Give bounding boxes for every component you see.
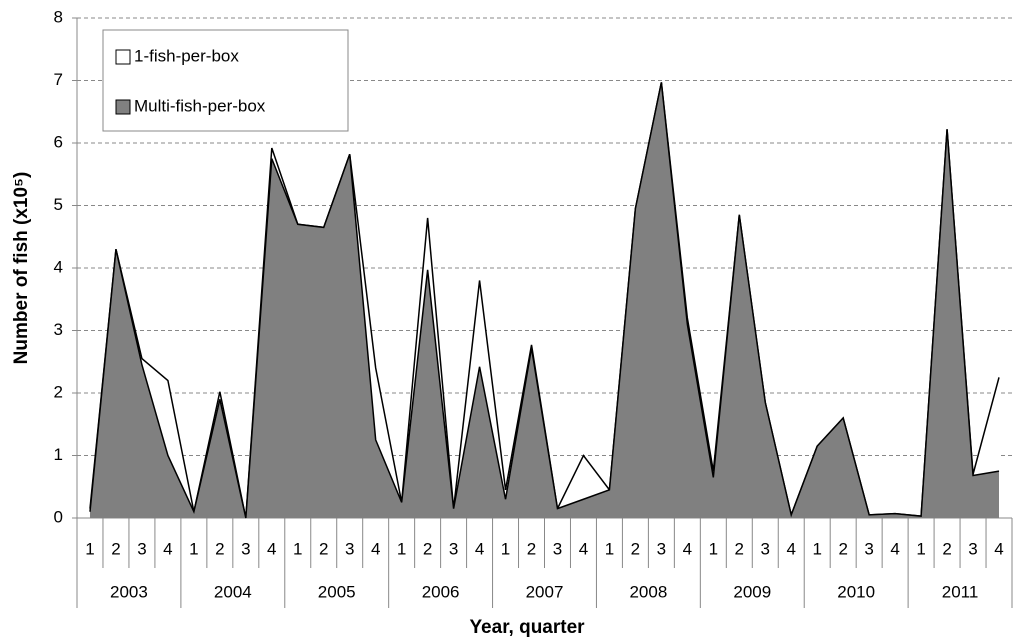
x-tick-label: 3: [241, 539, 250, 558]
y-tick-label: 2: [54, 382, 63, 401]
x-tick-label: 3: [968, 539, 977, 558]
area-fill: [89, 82, 1000, 518]
x-tick-label: 2: [319, 539, 328, 558]
x-tick-label: 1: [605, 539, 614, 558]
x-group-label: 2004: [214, 582, 252, 601]
x-tick-label: 2: [423, 539, 432, 558]
y-axis-label: Number of fish (x10⁵): [11, 172, 32, 365]
x-tick-label: 1: [189, 539, 198, 558]
y-tick-label: 4: [54, 257, 63, 276]
x-tick-label: 4: [579, 539, 588, 558]
x-tick-label: 4: [890, 539, 899, 558]
x-group-label: 2009: [733, 582, 771, 601]
x-tick-label: 3: [449, 539, 458, 558]
y-tick-label: 5: [54, 195, 63, 214]
area-line: [89, 82, 1000, 519]
legend-label: 1-fish-per-box: [134, 46, 239, 65]
x-tick-label: 1: [501, 539, 510, 558]
x-tick-label: 3: [553, 539, 562, 558]
x-tick-label: 3: [864, 539, 873, 558]
x-axis-label: Year, quarter: [469, 617, 585, 638]
x-tick-label: 4: [267, 539, 276, 558]
x-tick-label: 3: [657, 539, 666, 558]
y-tick-label: 1: [54, 445, 63, 464]
x-tick-label: 1: [812, 539, 821, 558]
x-tick-label: 4: [683, 539, 692, 558]
x-group-label: 2006: [422, 582, 460, 601]
x-tick-label: 3: [761, 539, 770, 558]
legend-box: [102, 29, 349, 132]
x-tick-label: 2: [942, 539, 951, 558]
x-tick-label: 3: [137, 539, 146, 558]
x-tick-label: 1: [916, 539, 925, 558]
x-group-label: 2011: [942, 582, 979, 601]
x-group-label: 2008: [629, 582, 667, 601]
x-tick-label: 3: [345, 539, 354, 558]
x-group-label: 2010: [837, 582, 875, 601]
y-tick-label: 3: [54, 320, 63, 339]
y-tick-label: 7: [54, 70, 63, 89]
x-group-label: 2003: [110, 582, 148, 601]
x-tick-label: 1: [709, 539, 718, 558]
x-group-label: 2005: [318, 582, 356, 601]
legend-swatch: [115, 49, 131, 65]
x-tick-label: 2: [527, 539, 536, 558]
y-tick-label: 6: [54, 132, 63, 151]
x-tick-label: 1: [85, 539, 94, 558]
x-group-label: 2007: [526, 582, 564, 601]
x-tick-label: 4: [787, 539, 796, 558]
y-tick-label: 8: [54, 7, 63, 26]
legend-label: Multi-fish-per-box: [134, 96, 266, 115]
y-tick-label: 0: [54, 507, 63, 526]
x-tick-label: 2: [111, 539, 120, 558]
x-tick-label: 4: [475, 539, 484, 558]
x-tick-label: 2: [838, 539, 847, 558]
x-tick-label: 4: [163, 539, 172, 558]
legend-swatch: [115, 99, 131, 115]
x-tick-label: 2: [215, 539, 224, 558]
x-tick-label: 2: [735, 539, 744, 558]
x-tick-label: 4: [371, 539, 380, 558]
x-tick-label: 1: [293, 539, 302, 558]
x-tick-label: 2: [631, 539, 640, 558]
x-tick-label: 1: [397, 539, 406, 558]
x-tick-label: 4: [994, 539, 1003, 558]
